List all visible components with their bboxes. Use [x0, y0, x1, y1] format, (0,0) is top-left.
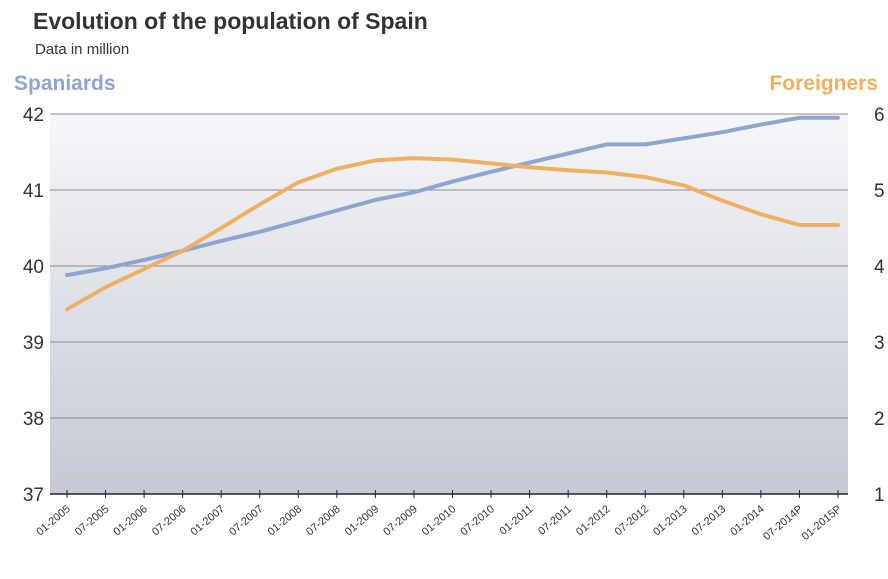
right-tick-label: 4 [874, 257, 885, 278]
x-tick-label: 01-2006 [111, 503, 150, 538]
x-tick-label: 07-2013 [690, 503, 729, 538]
x-tick-label: 01-2011 [498, 503, 536, 538]
left-tick-label: 40 [23, 257, 44, 278]
left-tick-label: 38 [23, 409, 44, 430]
chart-subtitle: Data in million [35, 41, 130, 58]
x-tick-label: 07-2008 [304, 503, 343, 538]
x-tick-label: 01-2010 [420, 503, 459, 538]
x-tick-label: 01-2015P [800, 503, 844, 543]
x-tick-label: 07-2005 [73, 503, 112, 538]
series-lines [65, 115, 840, 312]
left-axis-ticks: 37 38 39 40 41 42 [23, 105, 44, 506]
right-axis-label: Foreigners [769, 72, 878, 95]
left-tick-label: 37 [23, 485, 44, 506]
left-tick-label: 39 [23, 333, 44, 354]
x-tick-label: 01-2008 [266, 503, 305, 538]
right-tick-label: 5 [874, 181, 885, 202]
x-tick-label: 07-2010 [458, 503, 497, 538]
right-tick-label: 3 [874, 333, 885, 354]
plot-area [50, 114, 848, 494]
x-tick-label: 07-2011 [536, 503, 574, 538]
right-tick-label: 2 [874, 409, 885, 430]
left-tick-label: 41 [23, 181, 44, 202]
x-tick-label: 07-2012 [613, 503, 652, 538]
right-tick-label: 1 [874, 485, 885, 506]
right-tick-label: 6 [874, 105, 885, 126]
x-tick-label: 07-2014P [761, 503, 805, 543]
x-tick-label: 07-2007 [227, 503, 266, 538]
x-tick-label: 07-2009 [381, 503, 420, 538]
series-line-foreigners [65, 156, 840, 312]
gridlines [50, 113, 848, 419]
left-axis-label: Spaniards [14, 72, 116, 95]
series-line-spaniards [65, 115, 840, 278]
x-tick-label: 01-2005 [34, 503, 73, 538]
chart-title: Evolution of the population of Spain [33, 8, 428, 34]
x-tick-label: 01-2013 [651, 503, 690, 538]
left-tick-label: 42 [23, 105, 44, 126]
x-axis: 01-2005 07-2005 01-2006 07-2006 01-2007 07-20… [34, 490, 848, 543]
x-tick-label: 01-2009 [343, 503, 382, 538]
right-axis-ticks: 1 2 3 4 5 6 [874, 105, 885, 506]
x-tick-label: 01-2012 [574, 503, 613, 538]
x-tick-label: 01-2007 [188, 503, 227, 538]
x-tick-label: 07-2006 [150, 503, 189, 538]
